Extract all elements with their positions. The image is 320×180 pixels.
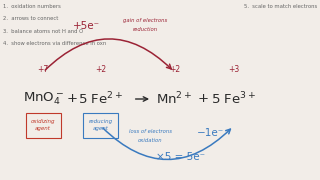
Text: 2.  arrows to connect: 2. arrows to connect xyxy=(3,16,59,21)
Text: $\mathrm{Mn^{2+}}$: $\mathrm{Mn^{2+}}$ xyxy=(156,91,193,107)
Text: oxidizing
agent: oxidizing agent xyxy=(31,120,55,131)
Text: +2: +2 xyxy=(169,65,180,74)
Text: oxidation: oxidation xyxy=(138,138,163,143)
Text: reducing
agent: reducing agent xyxy=(89,120,113,131)
Text: +7: +7 xyxy=(37,65,49,74)
Text: $+$: $+$ xyxy=(197,93,209,105)
Text: ×5 = 5e⁻: ×5 = 5e⁻ xyxy=(156,152,205,162)
Text: $\mathrm{MnO_4^-}$: $\mathrm{MnO_4^-}$ xyxy=(23,91,64,107)
Text: −1e⁻: −1e⁻ xyxy=(197,128,224,138)
Text: 5.  scale to match electrons: 5. scale to match electrons xyxy=(244,4,317,9)
Text: $\mathrm{5\ Fe^{3+}}$: $\mathrm{5\ Fe^{3+}}$ xyxy=(211,91,256,107)
Text: +2: +2 xyxy=(95,65,106,74)
Text: 4.  show electrons via difference in oxn: 4. show electrons via difference in oxn xyxy=(3,41,107,46)
Text: 3.  balance atoms not H and O: 3. balance atoms not H and O xyxy=(3,29,83,34)
Text: gain of electrons: gain of electrons xyxy=(124,18,168,23)
Text: $\mathrm{5\ Fe^{2+}}$: $\mathrm{5\ Fe^{2+}}$ xyxy=(78,91,123,107)
Text: +5e⁻: +5e⁻ xyxy=(73,21,100,31)
Text: loss of electrons: loss of electrons xyxy=(129,129,172,134)
Text: +3: +3 xyxy=(228,65,239,74)
Text: reduction: reduction xyxy=(133,27,158,32)
Text: $+$: $+$ xyxy=(66,93,78,105)
Text: 1.  oxidation numbers: 1. oxidation numbers xyxy=(3,4,61,9)
